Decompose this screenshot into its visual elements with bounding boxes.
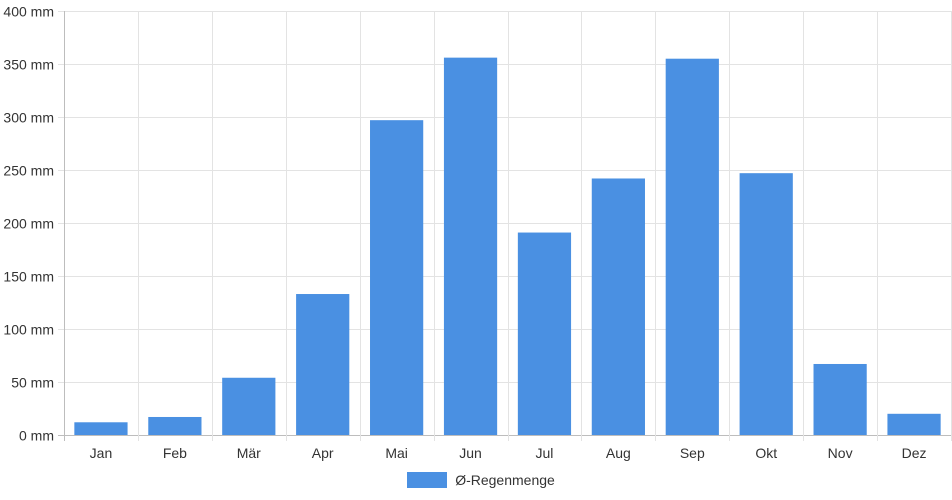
- x-tick-label: Aug: [606, 445, 631, 461]
- y-tick-label: 200 mm: [3, 216, 54, 232]
- y-tick-label: 150 mm: [3, 269, 54, 285]
- x-tick-label: Dez: [902, 445, 927, 461]
- bar-okt[interactable]: [739, 173, 793, 435]
- x-tick-label: Feb: [163, 445, 187, 461]
- y-tick-label: 100 mm: [3, 322, 54, 338]
- bar-nov[interactable]: [813, 363, 867, 435]
- y-tick-label: 400 mm: [3, 4, 54, 20]
- y-tick-label: 0 mm: [19, 428, 54, 444]
- bar-feb[interactable]: [148, 416, 202, 435]
- x-tick-label: Sep: [680, 445, 705, 461]
- x-tick-label: Okt: [755, 445, 777, 461]
- x-tick-label: Jul: [536, 445, 554, 461]
- bar-dez[interactable]: [887, 413, 941, 435]
- legend-swatch: [407, 472, 448, 488]
- bar-layer: [74, 57, 941, 436]
- bar-aug[interactable]: [591, 178, 645, 436]
- label-layer: 0 mm 50 mm 100 mm 150 mm 200 mm 250 mm 300 mm 3…: [3, 4, 926, 462]
- bar-sep[interactable]: [665, 58, 719, 435]
- x-tick-label: Jan: [90, 445, 113, 461]
- legend-label: Ø-Regenmenge: [455, 472, 555, 488]
- chart-legend[interactable]: Ø-Regenmenge: [0, 472, 952, 488]
- x-tick-label: Jun: [459, 445, 482, 461]
- chart-canvas: 0 mm 50 mm 100 mm 150 mm 200 mm 250 mm 300 mm 3…: [3, 4, 952, 462]
- y-tick-label: 350 mm: [3, 57, 54, 73]
- bar-jul[interactable]: [517, 232, 572, 435]
- y-tick-label: 50 mm: [11, 375, 54, 391]
- y-tick-label: 250 mm: [3, 163, 54, 179]
- bar-jun[interactable]: [443, 57, 498, 435]
- grid-layer: [58, 11, 951, 436]
- x-tick-label: Nov: [828, 445, 853, 461]
- bar-mär[interactable]: [222, 377, 276, 435]
- y-tick-label: 300 mm: [3, 110, 54, 126]
- bar-apr[interactable]: [296, 294, 350, 435]
- x-tick-label: Apr: [312, 445, 334, 461]
- x-tick-label: Mai: [385, 445, 408, 461]
- x-tick-label: Mär: [237, 445, 261, 461]
- bar-mai[interactable]: [370, 120, 424, 436]
- bar-jan[interactable]: [74, 422, 128, 435]
